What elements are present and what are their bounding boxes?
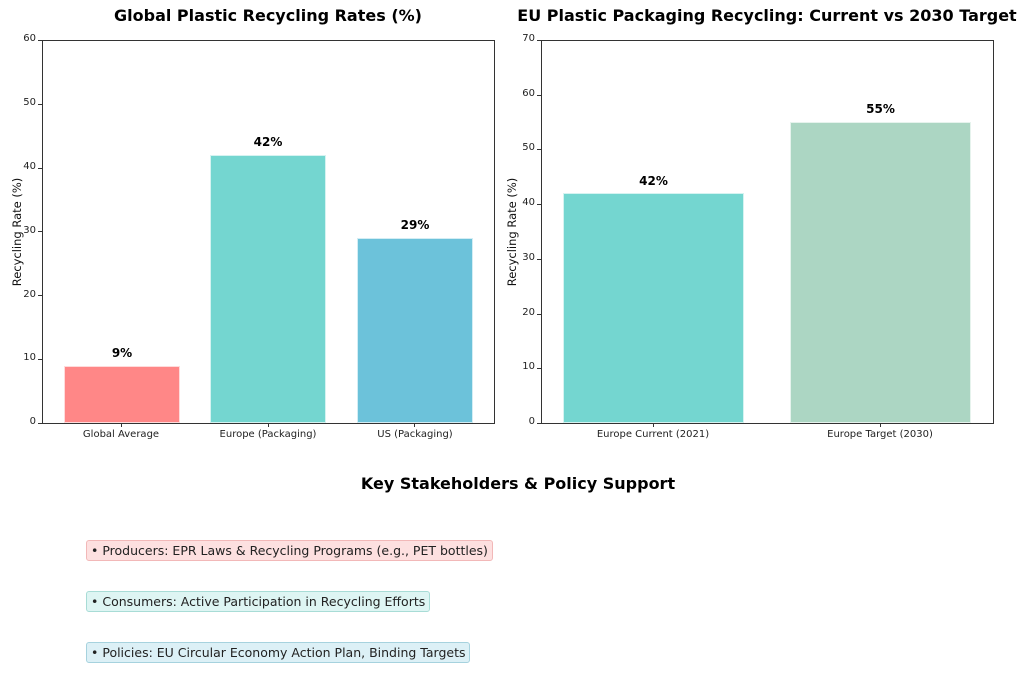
- xtick-label: Global Average: [82, 429, 160, 440]
- ytick-mark: [38, 104, 42, 105]
- ytick-mark: [537, 314, 541, 315]
- ytick-mark: [38, 423, 42, 424]
- ytick: 60: [23, 33, 36, 44]
- bar-europe-packaging: [210, 155, 326, 423]
- xtick-mark: [414, 423, 415, 427]
- xtick-label: Europe Target (2030): [827, 429, 933, 440]
- xtick-label: Europe Current (2021): [596, 429, 710, 440]
- ytick-mark: [537, 368, 541, 369]
- bar-value-label: 42%: [253, 135, 283, 149]
- ytick: 10: [522, 361, 535, 372]
- bar-europe-target-2030: [790, 122, 971, 423]
- ytick: 20: [23, 289, 36, 300]
- ytick: 30: [522, 252, 535, 263]
- ytick-mark: [38, 40, 42, 41]
- ytick-mark: [537, 259, 541, 260]
- ytick-mark: [537, 40, 541, 41]
- right-chart-ylabel: Recycling Rate (%): [505, 177, 519, 287]
- ytick-mark: [537, 95, 541, 96]
- bar-value-label: 55%: [866, 102, 895, 116]
- xtick-label: US (Packaging): [377, 429, 453, 440]
- bar-value-label: 42%: [639, 174, 668, 188]
- ytick: 10: [23, 352, 36, 363]
- bar-value-label: 29%: [400, 218, 430, 232]
- xtick-mark: [268, 423, 269, 427]
- left-chart-title: Global Plastic Recycling Rates (%): [114, 6, 422, 25]
- ytick-mark: [38, 295, 42, 296]
- ytick: 40: [522, 197, 535, 208]
- bar-europe-current-2021: [563, 193, 744, 423]
- xtick-mark: [880, 423, 881, 427]
- ytick: 0: [29, 416, 36, 427]
- ytick-mark: [38, 231, 42, 232]
- stakeholder-producers: • Producers: EPR Laws & Recycling Progra…: [86, 540, 493, 561]
- ytick-mark: [38, 168, 42, 169]
- ytick-mark: [38, 359, 42, 360]
- stakeholders-title: Key Stakeholders & Policy Support: [360, 474, 676, 493]
- xtick-label: Europe (Packaging): [219, 429, 317, 440]
- ytick: 0: [528, 416, 535, 427]
- right-chart-axes: [541, 40, 994, 424]
- ytick: 50: [23, 97, 36, 108]
- ytick-mark: [537, 204, 541, 205]
- ytick: 70: [522, 33, 535, 44]
- right-chart-title: EU Plastic Packaging Recycling: Current …: [517, 6, 1017, 25]
- xtick-mark: [121, 423, 122, 427]
- ytick: 20: [522, 307, 535, 318]
- stakeholder-policies: • Policies: EU Circular Economy Action P…: [86, 642, 471, 663]
- bar-global-average: [64, 366, 180, 423]
- ytick-mark: [537, 149, 541, 150]
- xtick-mark: [653, 423, 654, 427]
- ytick: 40: [23, 161, 36, 172]
- ytick: 30: [23, 225, 36, 236]
- ytick: 60: [522, 88, 535, 99]
- ytick-mark: [537, 423, 541, 424]
- bar-us-packaging: [357, 238, 473, 423]
- ytick: 50: [522, 142, 535, 153]
- bar-value-label: 9%: [111, 346, 133, 360]
- stakeholder-consumers: • Consumers: Active Participation in Rec…: [86, 591, 431, 612]
